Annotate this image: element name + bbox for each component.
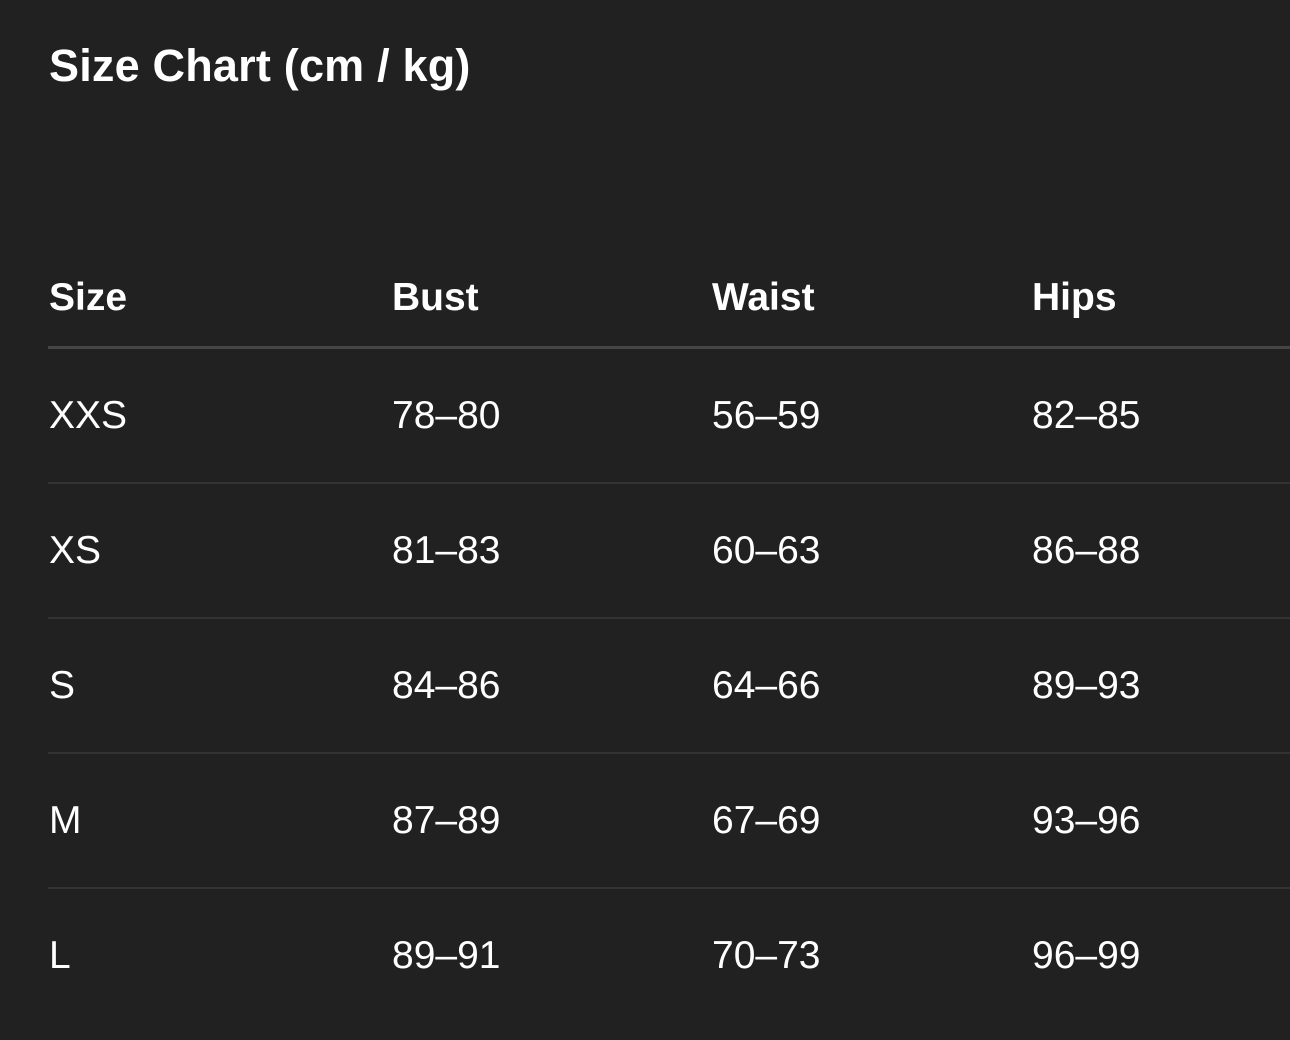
size-cell: XXS bbox=[49, 393, 128, 437]
hips-cell: 82–85 bbox=[1032, 393, 1141, 437]
hips-cell: 89–93 bbox=[1032, 663, 1141, 707]
waist-cell: 67–69 bbox=[712, 798, 821, 842]
size-cell: L bbox=[49, 933, 71, 977]
column-header-waist: Waist bbox=[712, 276, 815, 319]
bust-cell: 84–86 bbox=[392, 663, 501, 707]
size-chart-table: Size Bust Waist Hips XXS 78–80 56–59 82–… bbox=[48, 250, 1290, 1022]
size-cell: XS bbox=[49, 528, 102, 572]
table-row: S 84–86 64–66 89–93 bbox=[48, 619, 1290, 754]
size-cell: M bbox=[49, 798, 82, 842]
hips-cell: 96–99 bbox=[1032, 933, 1141, 977]
table-row: XXS 78–80 56–59 82–85 bbox=[48, 349, 1290, 484]
waist-cell: 56–59 bbox=[712, 393, 821, 437]
hips-cell: 86–88 bbox=[1032, 528, 1141, 572]
table-row: XS 81–83 60–63 86–88 bbox=[48, 484, 1290, 619]
column-header-bust: Bust bbox=[392, 276, 479, 319]
column-header-size: Size bbox=[49, 276, 128, 319]
table-row: L 89–91 70–73 96–99 bbox=[48, 889, 1290, 1022]
bust-cell: 87–89 bbox=[392, 798, 501, 842]
table-header-row: Size Bust Waist Hips bbox=[48, 250, 1290, 349]
waist-cell: 70–73 bbox=[712, 933, 821, 977]
bust-cell: 89–91 bbox=[392, 933, 501, 977]
bust-cell: 81–83 bbox=[392, 528, 501, 572]
waist-cell: 60–63 bbox=[712, 528, 821, 572]
table-row: M 87–89 67–69 93–96 bbox=[48, 754, 1290, 889]
page-title: Size Chart (cm / kg) bbox=[49, 40, 471, 91]
bust-cell: 78–80 bbox=[392, 393, 501, 437]
waist-cell: 64–66 bbox=[712, 663, 821, 707]
hips-cell: 93–96 bbox=[1032, 798, 1141, 842]
column-header-hips: Hips bbox=[1032, 276, 1117, 319]
size-cell: S bbox=[49, 663, 76, 707]
